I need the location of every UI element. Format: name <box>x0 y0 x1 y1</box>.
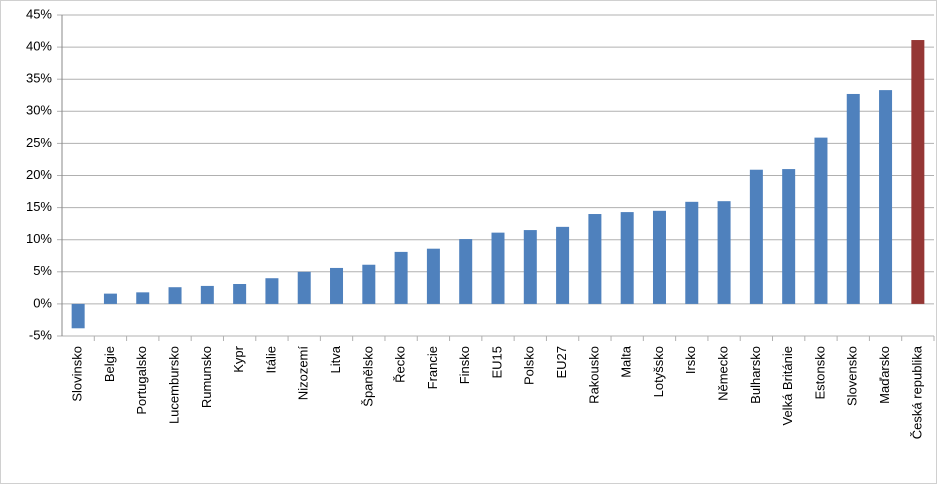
bar <box>782 169 796 304</box>
x-tick-label: EU15 <box>489 346 504 379</box>
bar <box>426 248 440 304</box>
bar <box>265 278 279 304</box>
y-tick-label: 25% <box>26 135 52 150</box>
bar <box>297 271 311 304</box>
bar <box>620 212 634 304</box>
x-tick-label: Španělsko <box>360 346 375 407</box>
bar <box>362 264 376 304</box>
x-tick-label: Finsko <box>457 346 472 384</box>
x-tick-label: Řecko <box>393 346 408 383</box>
x-tick-label: Slovinsko <box>70 346 85 402</box>
bar <box>103 293 117 304</box>
x-tick-label: Itálie <box>263 346 278 373</box>
bar <box>814 137 828 304</box>
y-tick-label: 45% <box>26 6 52 21</box>
x-tick-label: Irsko <box>683 346 698 374</box>
bar <box>717 201 731 304</box>
bar <box>523 230 537 304</box>
x-tick-label: Maďarsko <box>877 346 892 404</box>
x-tick-label: Nizozemí <box>296 346 311 401</box>
y-tick-label: 40% <box>26 39 52 54</box>
bar <box>588 214 602 304</box>
bar <box>846 93 860 304</box>
x-tick-label: Kypr <box>231 345 246 372</box>
x-tick-label: Česká republika <box>909 345 924 439</box>
x-tick-label: Malta <box>619 345 634 378</box>
y-tick-label: 20% <box>26 167 52 182</box>
x-tick-label: Litva <box>328 345 343 373</box>
bar <box>394 251 408 304</box>
x-tick-label: Velká Británie <box>780 346 795 426</box>
x-tick-label: Portugalsko <box>134 346 149 415</box>
x-tick-label: Polsko <box>522 346 537 385</box>
x-tick-label: Slovensko <box>845 346 860 406</box>
bar <box>556 226 570 304</box>
y-tick-label: 30% <box>26 103 52 118</box>
bar <box>233 283 247 304</box>
bar <box>330 267 344 304</box>
x-tick-label: Estonsko <box>812 346 827 399</box>
x-tick-label: Lucembursko <box>166 346 181 424</box>
bar <box>879 90 893 304</box>
x-tick-label: Lotyšsko <box>651 346 666 397</box>
x-tick-label: Rumunsko <box>199 346 214 408</box>
bar <box>200 285 214 304</box>
bar <box>911 40 925 304</box>
y-tick-label: 35% <box>26 71 52 86</box>
bar <box>685 201 699 304</box>
x-tick-label: Bulharsko <box>748 346 763 404</box>
bar <box>652 210 666 304</box>
y-tick-label: -5% <box>29 327 53 342</box>
y-tick-label: 15% <box>26 199 52 214</box>
bar <box>71 303 85 329</box>
y-tick-label: 10% <box>26 231 52 246</box>
bar <box>168 287 182 304</box>
bar <box>749 169 763 304</box>
bar <box>136 292 150 304</box>
y-tick-label: 0% <box>33 295 52 310</box>
y-tick-label: 5% <box>33 263 52 278</box>
x-tick-label: Německo <box>716 346 731 401</box>
bar <box>459 239 473 304</box>
bar <box>491 232 505 304</box>
x-tick-label: Francie <box>425 346 440 389</box>
x-tick-label: Belgie <box>102 346 117 382</box>
x-tick-label: EU27 <box>554 346 569 379</box>
x-tick-label: Rakousko <box>586 346 601 404</box>
